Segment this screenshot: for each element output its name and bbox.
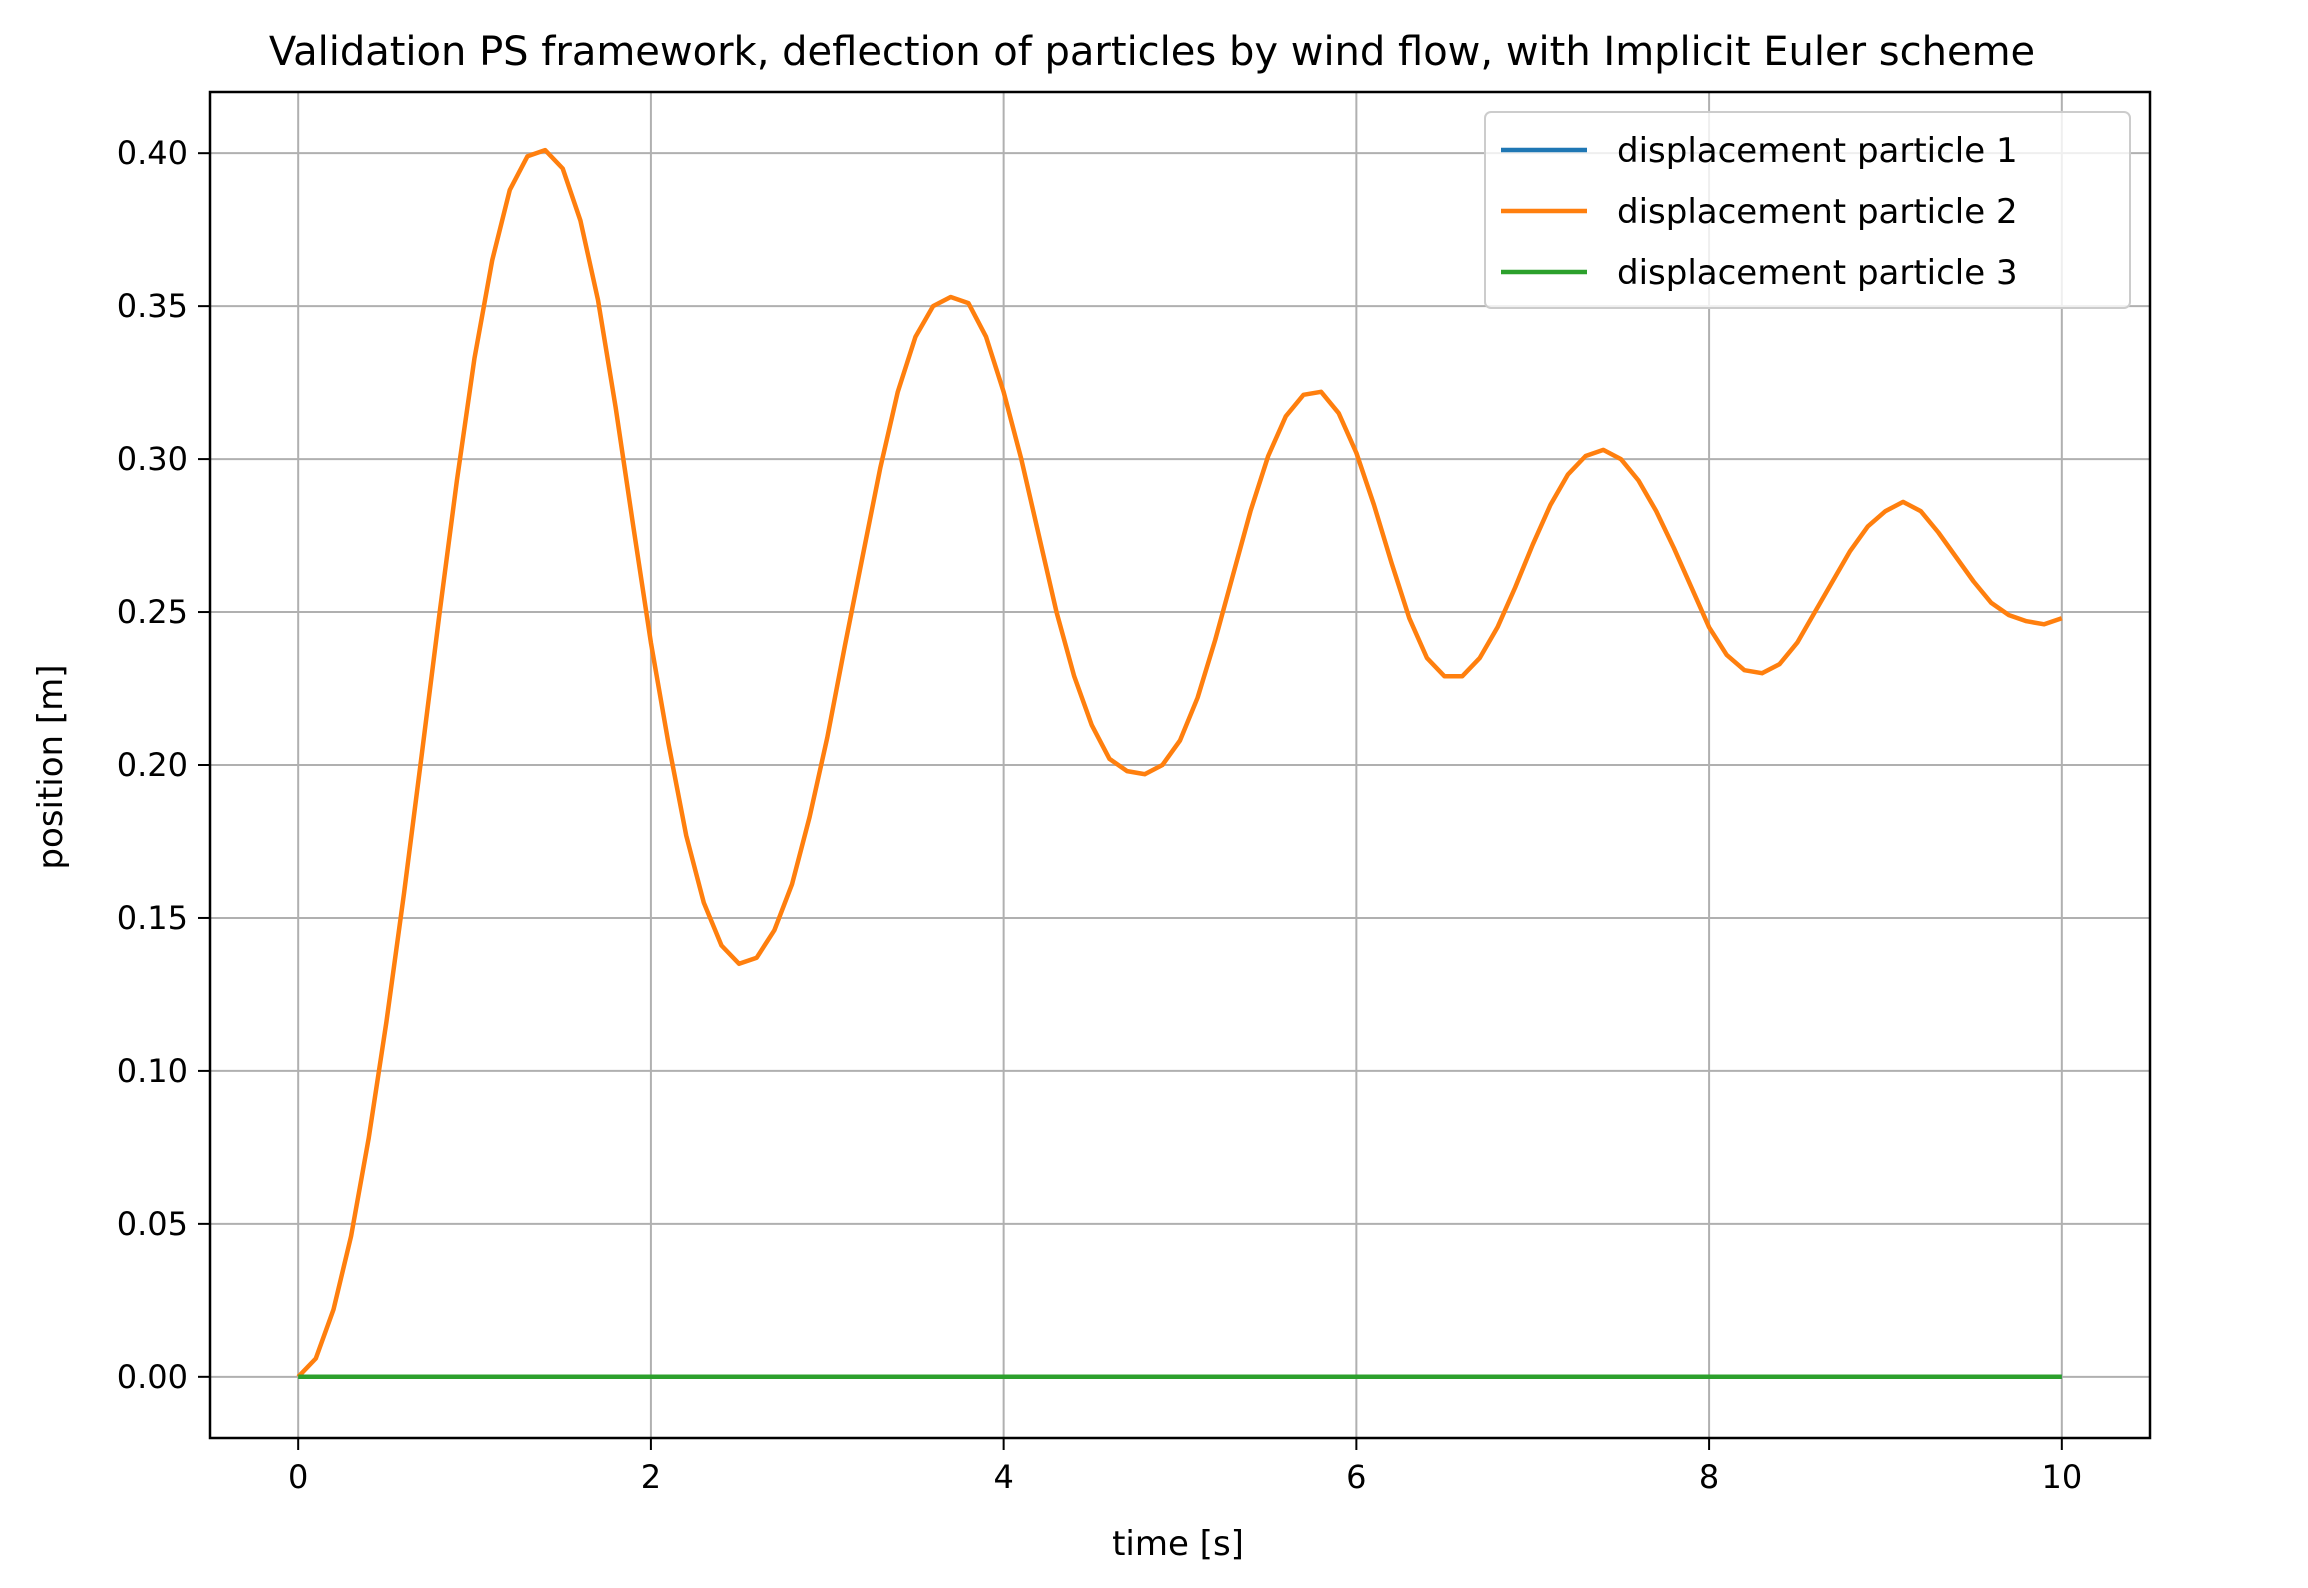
x-tick-label: 6 — [1346, 1458, 1366, 1496]
x-tick-label: 2 — [641, 1458, 661, 1496]
legend-label: displacement particle 2 — [1617, 192, 2018, 232]
x-tick-label: 10 — [2041, 1458, 2082, 1496]
y-tick-label: 0.20 — [117, 746, 188, 784]
y-axis-label: position [m] — [31, 664, 71, 869]
x-tick-label: 8 — [1699, 1458, 1719, 1496]
series-line-particle-2 — [296, 147, 2063, 1379]
y-tick-label: 0.25 — [117, 593, 188, 631]
y-tick-label: 0.05 — [117, 1205, 188, 1243]
legend-label: displacement particle 3 — [1617, 253, 2018, 293]
chart-title: Validation PS framework, deflection of p… — [269, 29, 2035, 75]
y-tick-label: 0.35 — [117, 287, 188, 325]
legend-label: displacement particle 1 — [1617, 131, 2018, 171]
y-tick-label: 0.10 — [117, 1052, 188, 1090]
x-axis: 0 2 4 6 8 10 — [288, 1438, 2082, 1496]
y-tick-label: 0.30 — [117, 440, 188, 478]
y-axis: 0.00 0.05 0.10 0.15 0.20 0.25 0.30 0.35 0.40 — [117, 134, 210, 1396]
x-axis-label: time [s] — [1112, 1524, 1244, 1564]
plot-area — [296, 147, 2063, 1380]
x-tick-label: 4 — [993, 1458, 1013, 1496]
x-tick-label: 0 — [288, 1458, 308, 1496]
legend-box — [1484, 111, 2131, 309]
y-tick-label: 0.00 — [117, 1358, 188, 1396]
y-tick-label: 0.15 — [117, 899, 188, 937]
legend: displacement particle 1 displacement part… — [1484, 111, 2131, 309]
y-tick-label: 0.40 — [117, 134, 188, 172]
